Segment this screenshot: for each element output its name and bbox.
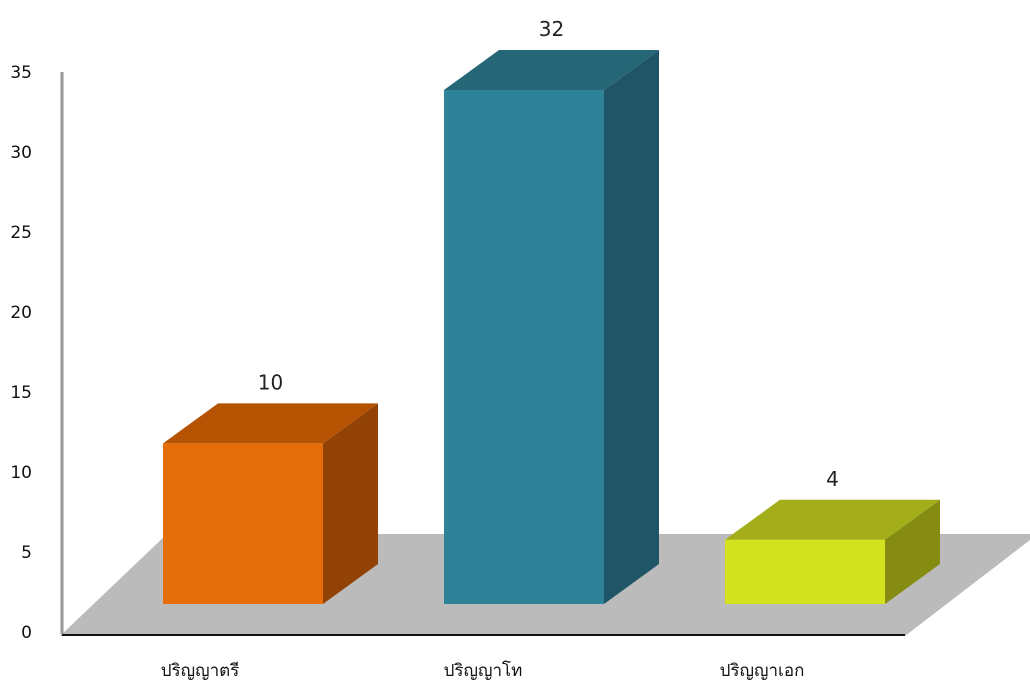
bar-top: [725, 499, 940, 540]
y-tick-label: 10: [10, 463, 32, 483]
bar-front: [725, 539, 885, 604]
y-tick-label: 5: [21, 543, 32, 563]
y-tick-label: 15: [10, 383, 32, 403]
y-tick-label: 35: [10, 63, 32, 83]
y-tick-label: 20: [10, 303, 32, 323]
category-label: ปริญญาโท: [444, 660, 523, 681]
bar-front: [163, 443, 323, 604]
bar-1: [163, 403, 378, 604]
data-label: 32: [539, 17, 564, 41]
y-tick-label: 0: [21, 623, 32, 643]
y-tick-label: 30: [10, 143, 32, 163]
bar-side: [323, 403, 378, 604]
data-label: 10: [258, 370, 283, 394]
bar-side: [885, 499, 940, 604]
data-label: 4: [826, 467, 839, 491]
y-tick-label: 25: [10, 223, 32, 243]
bar-side: [604, 50, 659, 604]
category-label: ปริญญาเอก: [720, 661, 805, 681]
bar-2: [444, 50, 659, 604]
bar-top: [163, 403, 378, 444]
category-label: ปริญญาตรี: [161, 661, 240, 681]
bar-top: [444, 50, 659, 90]
bar-front: [444, 90, 604, 604]
bar-3: [725, 499, 940, 604]
